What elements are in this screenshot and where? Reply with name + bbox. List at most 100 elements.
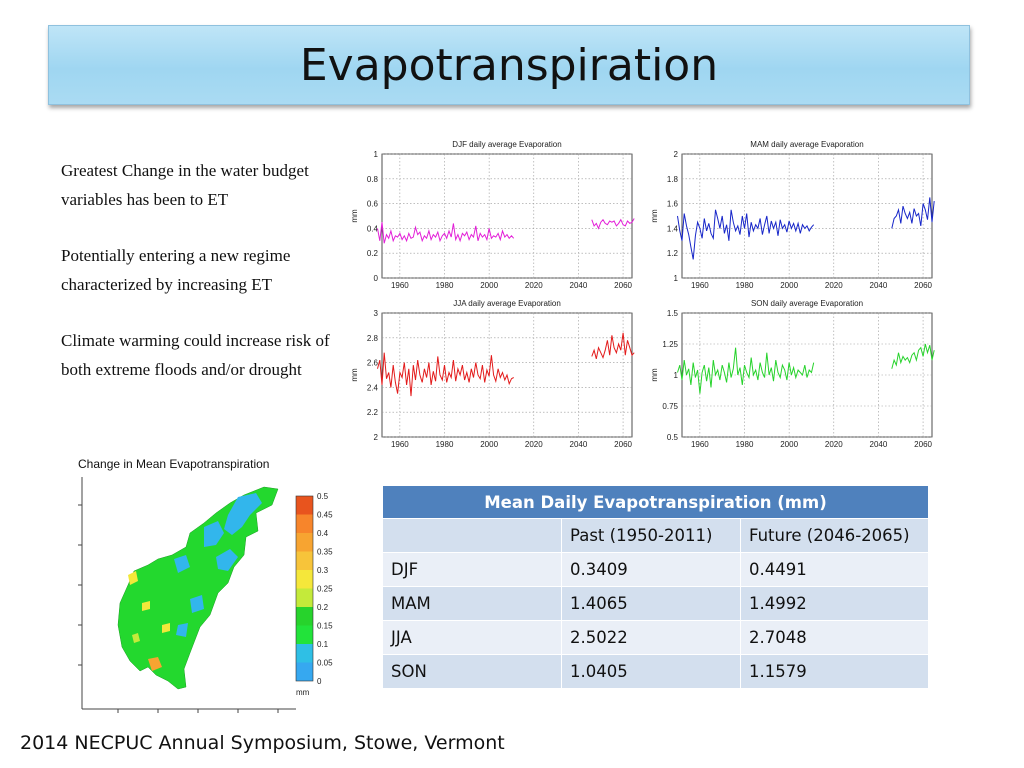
season-cell: JJA: [382, 620, 562, 655]
x-tick-label: 1960: [691, 440, 709, 449]
table-row: MAM 1.4065 1.4992: [382, 586, 929, 621]
x-tick-label: 2060: [614, 281, 632, 290]
x-tick-label: 2040: [870, 281, 888, 290]
plot-frame: [381, 153, 633, 279]
y-tick-label: 1: [674, 371, 679, 380]
past-value-cell: 1.0405: [561, 654, 741, 689]
colorbar-tick-label: 0.4: [317, 529, 329, 538]
x-tick-label: 2040: [570, 281, 588, 290]
chart-title: SON daily average Evaporation: [751, 299, 863, 308]
series-line: [591, 332, 635, 360]
table-header-cell: [382, 518, 562, 553]
colorbar-swatch: [296, 625, 313, 644]
past-value-cell: 2.5022: [561, 620, 741, 655]
x-tick-label: 2060: [914, 281, 932, 290]
y-tick-label: 0.2: [367, 249, 379, 258]
y-tick-label: 2.8: [367, 334, 379, 343]
future-value-cell: 0.4491: [740, 552, 929, 587]
colorbar: 0.5 0.45 0.4 0.35 0.3 0.25 0.2 0.15 0.1 0.05 0 mm: [295, 492, 333, 697]
colorbar-swatch: [296, 644, 313, 663]
colorbar-tick-label: 0.35: [317, 548, 333, 557]
chart-panel: 1 1.2 1.4 1.6 1.8 2 1960 1980 2000 2020 2040 2060 MA…: [650, 140, 935, 290]
bullet-item: Greatest Change in the water budget vari…: [61, 161, 309, 209]
y-tick-label: 1: [674, 274, 679, 283]
y-tick-label: 1.5: [667, 309, 679, 318]
x-tick-label: 2020: [525, 440, 543, 449]
colorbar-swatch: [296, 588, 313, 607]
colorbar-tick-label: 0.1: [317, 640, 329, 649]
y-tick-label: 1: [374, 150, 379, 159]
table-row: JJA 2.5022 2.7048: [382, 620, 929, 655]
past-value-cell: 1.4065: [561, 586, 741, 621]
colorbar-tick-label: 0.25: [317, 585, 333, 594]
colorbar-swatch: [296, 662, 313, 681]
season-cell: MAM: [382, 586, 562, 621]
colorbar-swatch: [296, 514, 313, 533]
y-tick-label: 2: [374, 433, 379, 442]
bullet-list: Greatest Change in the water budget vari…: [61, 157, 346, 412]
series-line: [377, 352, 514, 397]
y-tick-label: 0.8: [367, 175, 379, 184]
page-title: Evapotranspiration: [299, 40, 719, 91]
y-axis-label: mm: [350, 368, 359, 382]
colorbar-tick-label: 0.05: [317, 659, 333, 668]
x-tick-label: 2000: [480, 281, 498, 290]
x-tick-label: 2000: [780, 440, 798, 449]
chart-title: MAM daily average Evaporation: [750, 140, 863, 149]
series-line: [891, 197, 935, 229]
title-banner: Evapotranspiration: [48, 25, 970, 105]
y-axis-label: mm: [650, 209, 659, 223]
colorbar-tick-label: 0.2: [317, 603, 329, 612]
series-line: [591, 218, 635, 230]
y-tick-label: 1.8: [667, 175, 679, 184]
future-value-cell: 1.1579: [740, 654, 929, 689]
past-value-cell: 0.3409: [561, 552, 741, 587]
x-tick-label: 2000: [480, 440, 498, 449]
evaporation-charts: 0 0.2 0.4 0.6 0.8 1 1960 1980 2000 2020 2040 2060 DJ…: [350, 140, 935, 449]
chart-panel: 2 2.2 2.4 2.6 2.8 3 1960 1980 2000 2020 2040 2060 JJ…: [350, 299, 635, 449]
map-title: Change in Mean Evapotranspiration: [78, 457, 270, 471]
table-row: DJF 0.3409 0.4491: [382, 552, 929, 587]
colorbar-tick-label: 0.5: [317, 492, 329, 501]
series-line: [377, 222, 515, 244]
season-cell: DJF: [382, 552, 562, 587]
series-line: [677, 347, 815, 394]
evapotranspiration-change-map: 0.5 0.45 0.4 0.35 0.3 0.25 0.2 0.15 0.1 0.05 0 mm: [78, 477, 333, 713]
future-value-cell: 1.4992: [740, 586, 929, 621]
plot-frame: [681, 153, 933, 279]
x-tick-label: 2060: [614, 440, 632, 449]
colorbar-swatch: [296, 551, 313, 570]
future-value-cell: 2.7048: [740, 620, 929, 655]
bullet-item: Potentially entering a new regime charac…: [61, 246, 291, 294]
colorbar-tick-label: 0.45: [317, 511, 333, 520]
x-tick-label: 1960: [691, 281, 709, 290]
colorbar-swatch: [296, 533, 313, 552]
x-tick-label: 2000: [780, 281, 798, 290]
table-row: SON 1.0405 1.1579: [382, 654, 929, 689]
colorbar-tick-label: 0.15: [317, 622, 333, 631]
y-tick-label: 0.75: [662, 402, 678, 411]
x-tick-label: 2060: [914, 440, 932, 449]
colorbar-tick-label: 0.3: [317, 566, 329, 575]
chart-title: JJA daily average Evaporation: [453, 299, 561, 308]
x-tick-label: 1980: [436, 440, 454, 449]
y-tick-label: 0: [374, 274, 379, 283]
y-tick-label: 0.6: [367, 200, 379, 209]
table-title: Mean Daily Evapotranspiration (mm): [382, 485, 929, 519]
bullet-item: Climate warming could increase risk of b…: [61, 331, 330, 379]
x-tick-label: 2020: [825, 281, 843, 290]
table-header-cell: Past (1950-2011): [561, 518, 741, 553]
x-tick-label: 2020: [525, 281, 543, 290]
y-tick-label: 2.2: [367, 408, 379, 417]
y-tick-label: 2: [674, 150, 679, 159]
colorbar-frame: [295, 495, 314, 682]
y-tick-label: 2.4: [367, 383, 379, 392]
y-tick-label: 1.4: [667, 224, 679, 233]
y-axis-label: mm: [650, 368, 659, 382]
x-tick-label: 2040: [870, 440, 888, 449]
table-header-cell: Future (2046-2065): [740, 518, 929, 553]
x-tick-label: 1980: [736, 440, 754, 449]
footer-text: 2014 NECPUC Annual Symposium, Stowe, Ver…: [20, 732, 505, 754]
map-axes: [78, 477, 296, 713]
series-line: [891, 343, 935, 369]
